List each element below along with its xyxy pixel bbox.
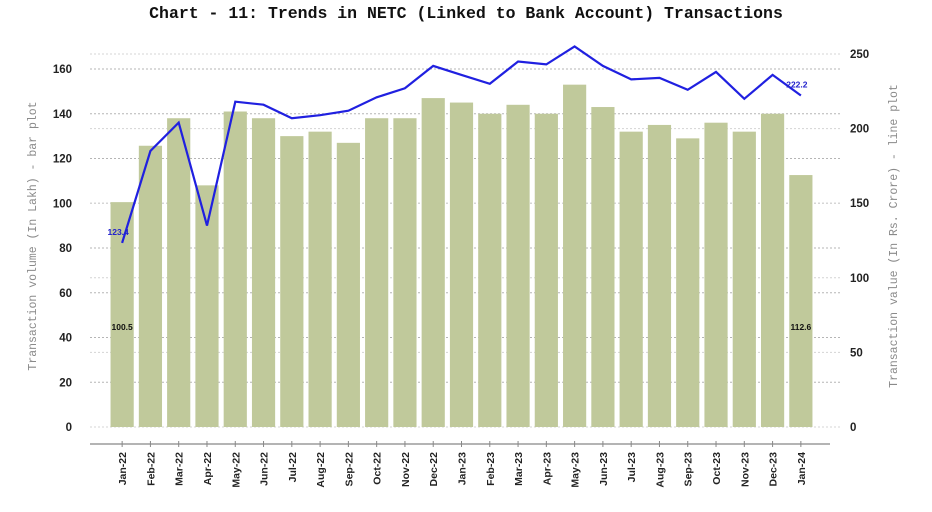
- y-tick-right: 0: [850, 422, 856, 434]
- bar-Oct-22: [365, 118, 389, 427]
- bar-Dec-22: [421, 98, 445, 428]
- bar-Feb-22: [138, 145, 163, 427]
- x-tick-label: Jan-23: [457, 452, 469, 485]
- y-tick-left: 80: [59, 243, 72, 255]
- x-tick-label: Apr-22: [202, 452, 214, 485]
- bar-Jan-22: [110, 202, 134, 427]
- bar-Apr-23: [534, 113, 558, 427]
- bar-Sep-23: [676, 138, 700, 428]
- bar-Jan-23: [449, 102, 474, 427]
- x-tick-label: Sep-23: [683, 452, 695, 487]
- y-tick-left: 160: [53, 64, 72, 76]
- x-tick-label: May-22: [230, 452, 242, 488]
- x-tick-label: Sep-22: [343, 452, 355, 487]
- y-tick-right: 200: [850, 124, 869, 136]
- x-tick-label: Dec-22: [428, 452, 440, 487]
- y-tick-right: 100: [850, 273, 869, 285]
- bar-Apr-22: [195, 185, 219, 427]
- y-tick-left: 40: [59, 333, 72, 345]
- bar-value-label: 112.6: [790, 322, 811, 332]
- x-tick-label: Jun-23: [598, 452, 610, 486]
- bar-Jul-22: [280, 136, 304, 427]
- bar-Nov-22: [393, 118, 417, 427]
- y-tick-right: 250: [850, 49, 869, 61]
- bar-Jan-24: [789, 175, 813, 427]
- x-tick-label: Jan-24: [796, 452, 808, 485]
- bar-Sep-22: [336, 142, 360, 427]
- bar-Aug-22: [308, 131, 332, 427]
- x-tick-label: Feb-22: [145, 452, 157, 486]
- line-value-label: 123.4: [107, 227, 129, 237]
- bar-May-22: [223, 111, 247, 427]
- x-tick-label: Oct-23: [711, 452, 723, 485]
- bar-Oct-23: [704, 122, 728, 427]
- x-tick-label: Jul-22: [287, 452, 299, 483]
- x-tick-label: Jun-22: [259, 452, 271, 486]
- x-tick-label: Mar-22: [174, 452, 186, 486]
- y-tick-left: 100: [53, 198, 72, 210]
- x-tick-label: Aug-23: [654, 452, 666, 488]
- bar-Feb-23: [478, 113, 502, 427]
- value-line: [121, 45, 802, 244]
- chart-title: Chart - 11: Trends in NETC (Linked to Ba…: [149, 4, 783, 23]
- y-tick-left: 20: [59, 377, 72, 389]
- bar-Jul-23: [619, 131, 643, 427]
- x-tick-label: May-23: [570, 452, 582, 488]
- y-tick-right: 150: [850, 198, 869, 210]
- bar-Jun-23: [591, 107, 615, 427]
- x-tick-label: Aug-22: [315, 452, 327, 488]
- x-tick-label: Jul-23: [626, 452, 638, 483]
- x-tick-label: Nov-22: [400, 452, 412, 487]
- bar-Jun-22: [251, 118, 276, 427]
- bar-Dec-23: [760, 113, 785, 427]
- data-labels: 100.5 112.6 123.4 222.2: [107, 79, 811, 332]
- bar-Mar-22: [167, 118, 191, 427]
- y-tick-left: 60: [59, 288, 72, 300]
- y-tick-left: 120: [53, 154, 72, 166]
- bar-Nov-23: [732, 131, 756, 427]
- y-axis-title-right: Transaction value (In Rs. Crore) - line …: [888, 84, 901, 388]
- line-value-label: 222.2: [786, 79, 808, 89]
- x-tick-label: Mar-23: [513, 452, 525, 486]
- x-tick-label: Jan-22: [117, 452, 129, 485]
- bar-value-label: 100.5: [111, 322, 133, 332]
- y-tick-left: 140: [53, 109, 72, 121]
- x-tick-label: Nov-23: [739, 452, 751, 487]
- y-axis-title-left: Transaction volume (In Lakh) - bar plot: [27, 101, 40, 370]
- x-tick-label: Dec-23: [768, 452, 780, 487]
- axes: 0 20 40 60 80 100 120 140 160 0 50 100 150 200 250 Jan-…: [53, 49, 869, 488]
- x-tick-label: Oct-22: [372, 452, 384, 485]
- bar-May-23: [563, 84, 587, 427]
- bar-series: [110, 84, 813, 428]
- x-tick-label: Feb-23: [485, 452, 497, 486]
- bar-Mar-23: [506, 104, 530, 428]
- y-tick-left: 0: [66, 422, 72, 434]
- x-tick-label: Apr-23: [541, 452, 553, 485]
- line-series: [121, 45, 802, 244]
- bar-Aug-23: [647, 124, 672, 427]
- y-tick-right: 50: [850, 347, 863, 359]
